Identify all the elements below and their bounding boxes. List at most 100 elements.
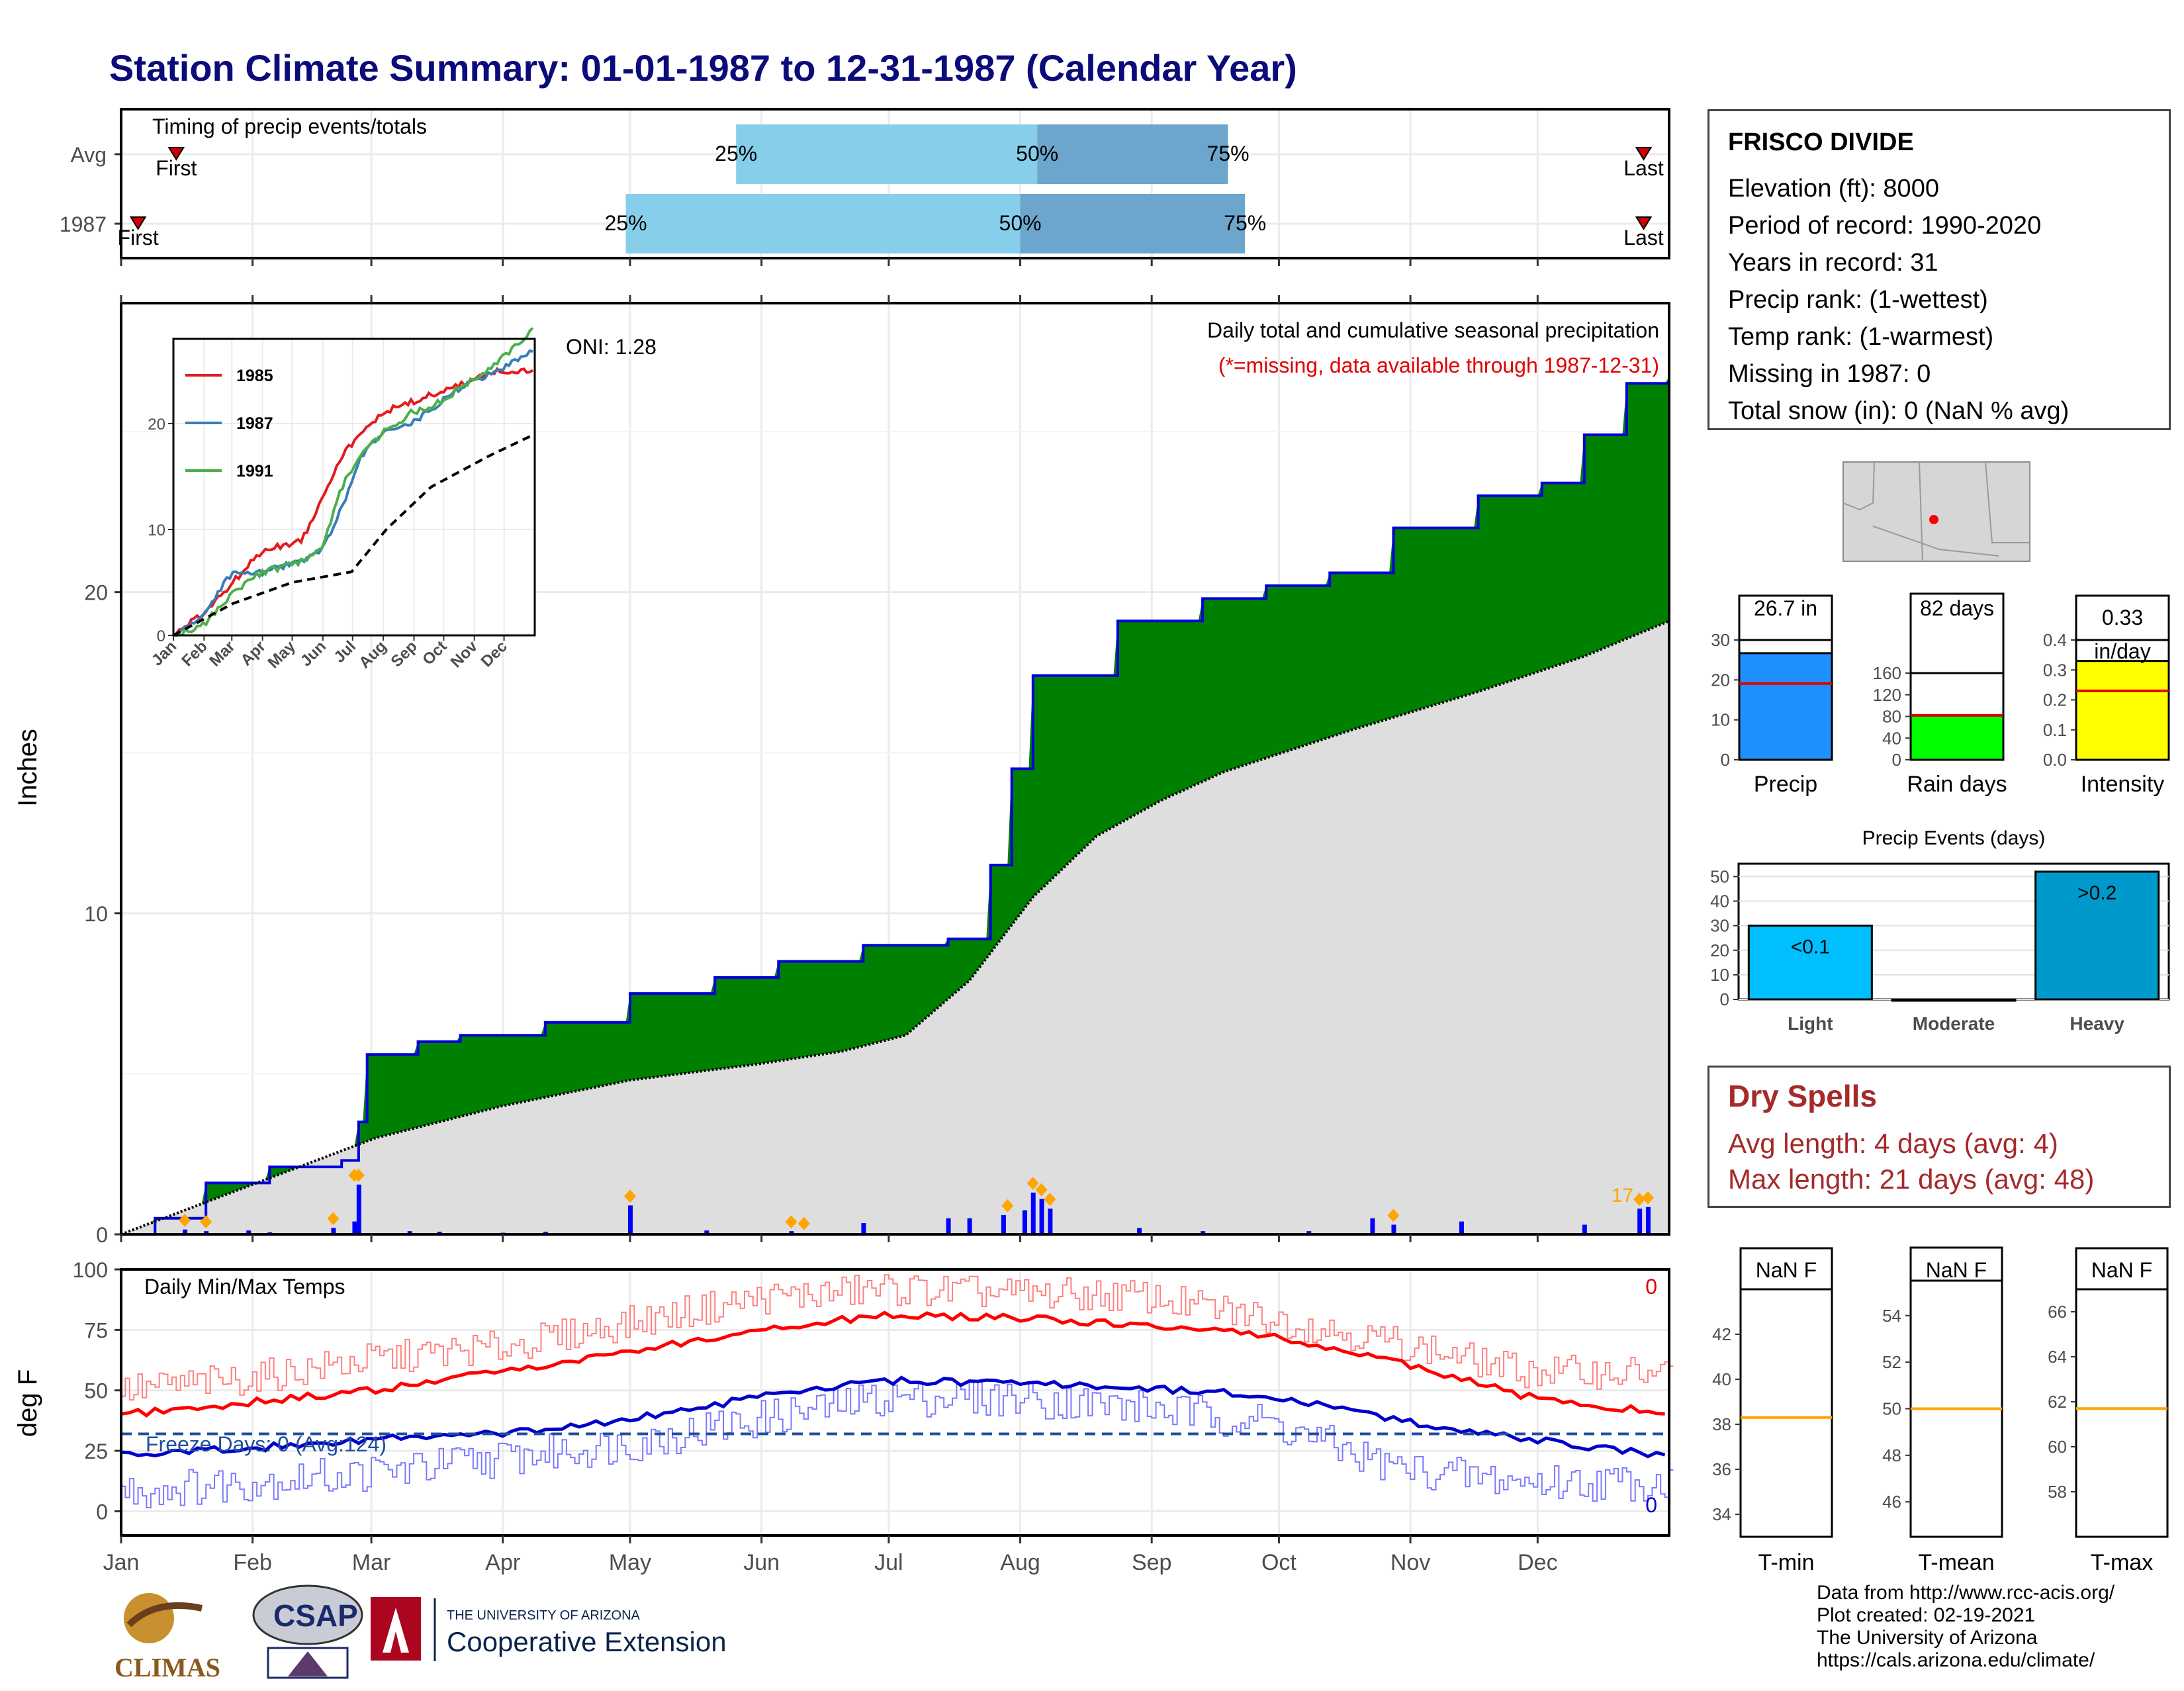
- tmean-summary-ytick-label: 52: [1882, 1352, 1901, 1372]
- map-border-az-nm: [1919, 461, 1923, 562]
- events-category-label: Heavy: [2070, 1013, 2124, 1034]
- rain-days-title: Rain days: [1907, 772, 2007, 797]
- daily-precip-bar: [1370, 1218, 1375, 1234]
- credits: Data from http://www.rcc-acis.org/ Plot …: [1817, 1582, 2115, 1672]
- tmin-avg-line: [120, 1375, 1666, 1459]
- extreme-day-marker-icon: [1641, 1191, 1654, 1205]
- events-bar-label: <0.1: [1791, 937, 1830, 958]
- events-ytick-label: 10: [1710, 965, 1729, 985]
- extreme-day-marker-icon: [623, 1189, 636, 1203]
- tmax-summary-ytick-label: 64: [2048, 1347, 2067, 1367]
- daily-precip-bar: [246, 1230, 251, 1234]
- extreme-day-marker-icon: [352, 1168, 365, 1182]
- temp-ytick-label: 25: [84, 1440, 108, 1463]
- station-elevation: Elevation (ft): 8000: [1728, 175, 1939, 203]
- marker-annotation: 17: [1612, 1185, 1633, 1207]
- month-axis-label: Dec: [1518, 1550, 1557, 1575]
- inset-legend-label: 1985: [236, 367, 273, 385]
- inset-series-line: [173, 434, 533, 637]
- month-axis-label: Mar: [352, 1550, 391, 1575]
- events-bar-label: >0.2: [2077, 882, 2116, 904]
- temp-frame: [120, 1268, 1670, 1537]
- inset-frame: [172, 338, 536, 637]
- precip-total-bar: [1738, 652, 1833, 761]
- timing-p25-label: 25%: [605, 211, 647, 235]
- climas-swoosh-icon: [126, 1602, 203, 1627]
- timing-p50-label: 50%: [1016, 142, 1058, 165]
- daily-precip-bar: [861, 1223, 866, 1234]
- tmin-summary-value: NaN F: [1756, 1258, 1817, 1282]
- timing-title: Timing of precip events/totals: [152, 114, 427, 138]
- daily-precip-bar: [1201, 1231, 1206, 1234]
- daily-precip-bar: [1048, 1209, 1053, 1234]
- timing-p75-label: 75%: [1207, 142, 1250, 165]
- timing-last-label: Last: [1623, 156, 1664, 180]
- tmin-daily-line: [120, 1379, 1674, 1508]
- csap-cloud-icon: [252, 1584, 363, 1645]
- tmin-summary-ytick-label: 42: [1712, 1324, 1731, 1344]
- credit-url: https://cals.arizona.edu/climate/: [1817, 1649, 2095, 1671]
- ua-big-text: Cooperative Extension: [447, 1626, 727, 1657]
- inset-ytick-label: 0: [157, 627, 165, 645]
- map-border-nm-tx: [1985, 461, 2030, 543]
- events-category-label: Light: [1788, 1013, 1833, 1034]
- precip-total-ytick-label: 30: [1711, 630, 1730, 650]
- intensity-ytick-label: 0.3: [2043, 660, 2067, 680]
- temp-title: Daily Min/Max Temps: [144, 1275, 345, 1299]
- extreme-day-marker-icon: [785, 1215, 797, 1229]
- temp-bg: [121, 1269, 1669, 1535]
- timing-bar-25-50: [625, 194, 1021, 253]
- temp-ylabel: deg F: [13, 1369, 42, 1437]
- dry-spells-title: Dry Spells: [1728, 1079, 1877, 1113]
- intensity-title: Intensity: [2081, 772, 2165, 797]
- tmax-summary-ytick-label: 60: [2048, 1437, 2067, 1457]
- precip-ytick-label: 0: [96, 1223, 108, 1247]
- dry-spells-avg: Avg length: 4 days (avg: 4): [1728, 1128, 2058, 1159]
- events-bar: [1747, 925, 1873, 1001]
- intensity-ytick-label: 0.4: [2043, 630, 2067, 650]
- locator-map: [1843, 461, 2030, 562]
- timing-p50-label: 50%: [999, 211, 1042, 235]
- daily-precip-bar: [352, 1221, 357, 1234]
- extreme-day-marker-icon: [1633, 1193, 1646, 1207]
- precip-total-ytick-label: 10: [1711, 710, 1730, 730]
- intensity-value: 0.33: [2102, 606, 2143, 629]
- timing-last-marker-icon: [1635, 147, 1653, 161]
- timing-p75-label: 75%: [1224, 211, 1266, 235]
- precip-total-value: 26.7 in: [1754, 596, 1817, 620]
- tmin-summary-ytick-label: 40: [1712, 1369, 1731, 1389]
- precip-total-ytick-label: 0: [1721, 750, 1730, 770]
- daily-precip-bar: [704, 1230, 709, 1234]
- precip-total-ytick-label: 20: [1711, 670, 1730, 690]
- rain-days-ytick-label: 160: [1873, 663, 1901, 683]
- timing-first-label: First: [118, 226, 159, 250]
- precip-title: Daily total and cumulative seasonal prec…: [1207, 318, 1659, 342]
- daily-precip-bar: [1459, 1221, 1464, 1234]
- daily-precip-bar: [1306, 1231, 1312, 1234]
- extreme-day-marker-icon: [327, 1212, 340, 1226]
- daily-precip-bar: [967, 1218, 972, 1234]
- daily-precip-bar: [204, 1231, 209, 1234]
- events-ytick-label: 20: [1710, 940, 1729, 960]
- station-location-icon: [1929, 515, 1938, 524]
- events-ytick-label: 0: [1720, 989, 1729, 1009]
- tmin-count: 0: [1645, 1493, 1657, 1517]
- timing-bar-50-75: [1037, 124, 1228, 184]
- credit-university: The University of Arizona: [1817, 1627, 2038, 1649]
- cumulative-precip-line: [121, 377, 1670, 1236]
- page-title: Station Climate Summary: 01-01-1987 to 1…: [109, 47, 1297, 89]
- month-axis-label: Jun: [743, 1550, 780, 1575]
- temp-ytick-label: 0: [96, 1500, 108, 1524]
- month-axis-label: Apr: [485, 1550, 520, 1575]
- tmax-summary-value: NaN F: [2091, 1258, 2152, 1282]
- csap-mountain-icon: [288, 1651, 328, 1676]
- extreme-day-marker-icon: [1001, 1199, 1014, 1212]
- intensity-unit: in/day: [2094, 639, 2150, 663]
- climas-sun-icon: [124, 1593, 174, 1643]
- daily-precip-bar: [1001, 1214, 1006, 1234]
- ua-small-text: THE UNIVERSITY OF ARIZONA: [447, 1608, 641, 1623]
- tmin-summary-ytick-label: 38: [1712, 1414, 1731, 1434]
- tmax-summary-ytick-label: 62: [2048, 1392, 2067, 1412]
- tmax-daily-line: [120, 1274, 1674, 1401]
